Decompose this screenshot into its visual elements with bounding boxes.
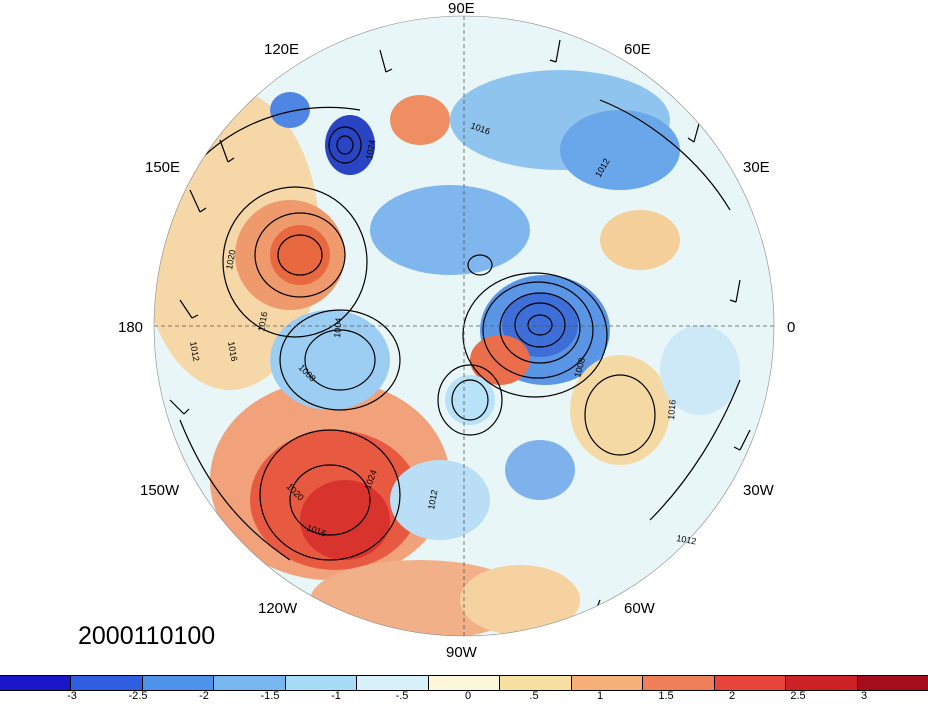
lon-label-30w: 30W xyxy=(743,482,774,499)
colorbar-swatch xyxy=(285,676,358,690)
colorbar-tick-label: -2.5 xyxy=(128,690,148,702)
lon-label-120e: 120E xyxy=(264,41,300,58)
lon-label-120w: 120W xyxy=(258,600,298,617)
colorbar-tick-label: 1 xyxy=(596,690,604,702)
lon-label-0: 0 xyxy=(787,319,796,336)
colorbar-swatch xyxy=(571,676,644,690)
colorbar-tick-label: .5 xyxy=(529,690,539,702)
lon-label-30e: 30E xyxy=(743,159,770,176)
contour-label: 1016 xyxy=(666,399,678,420)
colorbar-tick-label: -1.5 xyxy=(260,690,280,702)
contour-label: 1016 xyxy=(256,311,269,332)
timestamp-label: 2000110100 xyxy=(78,622,216,650)
colorbar-swatch xyxy=(142,676,215,690)
colorbar-tick-label: -.5 xyxy=(395,690,409,702)
lon-label-90w: 90W xyxy=(446,644,477,661)
colorbar-swatch xyxy=(428,676,501,690)
lon-label-150e: 150E xyxy=(145,159,181,176)
map-boundary xyxy=(153,15,775,637)
lon-label-60w: 60W xyxy=(624,600,655,617)
colorbar-swatch xyxy=(643,676,715,690)
lon-label-180: 180 xyxy=(118,319,144,336)
colorbar-tick-label: 1.5 xyxy=(658,690,674,702)
lon-label-90e: 90E xyxy=(448,0,475,17)
colorbar-tick-label: -1 xyxy=(331,690,341,702)
colorbar-swatch xyxy=(500,676,572,690)
colorbar-swatch xyxy=(0,676,72,690)
contour-label: 1020 xyxy=(224,249,237,270)
colorbar-tick-label: -3 xyxy=(67,690,77,702)
graticule xyxy=(154,16,774,636)
colorbar-swatch xyxy=(71,676,143,690)
isobar-contours xyxy=(179,99,741,561)
lon-label-60e: 60E xyxy=(624,41,651,58)
colorbar-tick-label: 0 xyxy=(464,690,472,702)
colorbar-tick-label: 2 xyxy=(728,690,736,702)
colorbar-swatch xyxy=(857,676,928,690)
colorbar-swatch xyxy=(786,676,858,690)
colorbar-swatch xyxy=(714,676,787,690)
colorbar-tick-label: 2.5 xyxy=(790,690,806,702)
colorbar-tick-label: -2 xyxy=(199,690,209,702)
contour-label: 1012 xyxy=(188,341,201,362)
contour-label: 1004 xyxy=(332,317,344,338)
colorbar xyxy=(0,675,928,691)
anomaly-shading xyxy=(154,70,740,636)
contour-label: 1012 xyxy=(426,489,439,510)
contour-label: 1012 xyxy=(676,533,697,546)
colorbar-swatch xyxy=(357,676,429,690)
contour-label: 1016 xyxy=(226,341,239,362)
lon-label-150w: 150W xyxy=(140,482,180,499)
contour-label: 1024 xyxy=(364,139,377,160)
colorbar-tick-label: 3 xyxy=(860,690,868,702)
colorbar-swatch xyxy=(214,676,286,690)
map-disk xyxy=(154,16,774,636)
